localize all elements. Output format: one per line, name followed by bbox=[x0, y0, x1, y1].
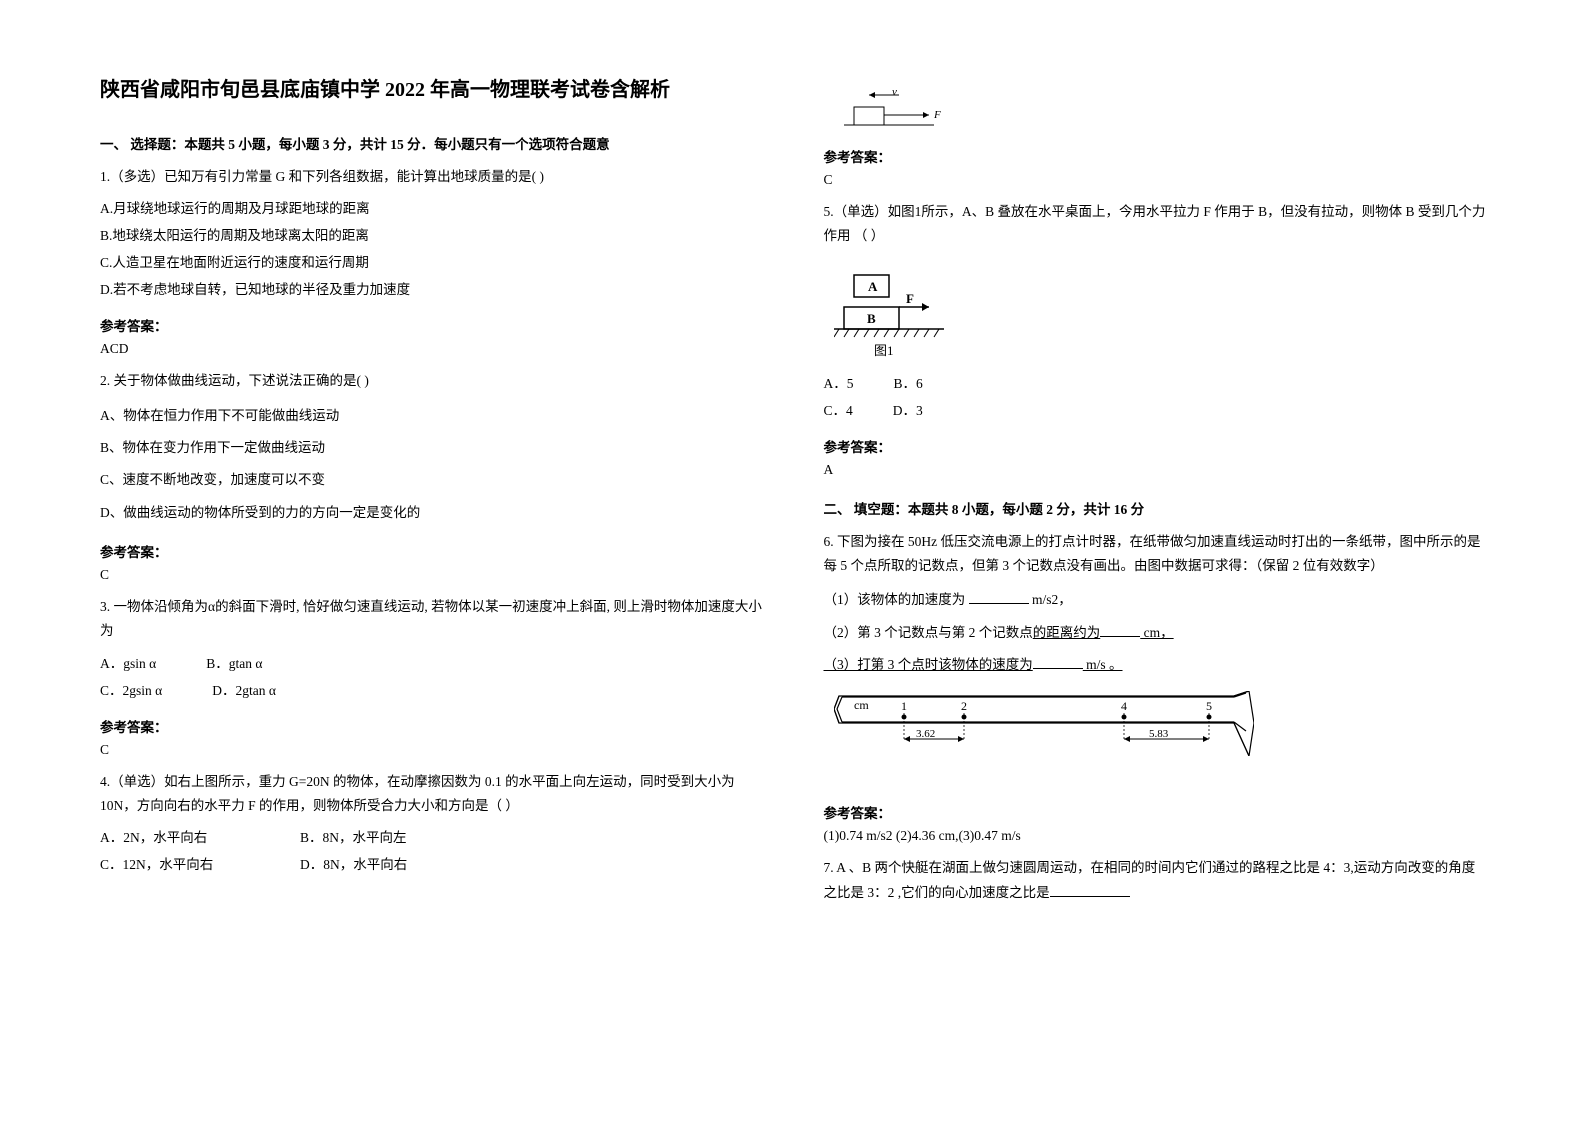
q6-sub2-prefix: （2）第 3 个记数点与第 2 个记数点 bbox=[824, 625, 1033, 640]
q4-v-label: v bbox=[892, 86, 897, 98]
q6-sub3-unit: m/s 。 bbox=[1083, 657, 1123, 672]
question-5-options: A．5 B．6 C．4 D．3 bbox=[824, 370, 1488, 424]
q6-blank-3 bbox=[1033, 655, 1083, 669]
q2-answer-label: 参考答案： bbox=[100, 541, 764, 561]
q6-sub3-prefix: （3）打第 3 个点时该物体的速度为 bbox=[824, 657, 1033, 672]
q5-answer: A bbox=[824, 462, 1488, 478]
q4-diagram: v F bbox=[844, 85, 954, 130]
q5-diagram: A B F 图1 bbox=[834, 265, 954, 360]
section-1-header: 一、 选择题：本题共 5 小题，每小题 3 分，共计 15 分．每小题只有一个选… bbox=[100, 133, 764, 153]
q1-option-d: D.若不考虑地球自转，已知地球的半径及重力加速度 bbox=[100, 276, 764, 303]
q5-option-a: A．5 bbox=[824, 370, 854, 397]
q6-pt2: 2 bbox=[961, 699, 967, 713]
q4-option-c: C．12N，水平向右 bbox=[100, 851, 300, 878]
question-1-stem: 1.（多选）已知万有引力常量 G 和下列各组数据，能计算出地球质量的是( ) bbox=[100, 165, 764, 189]
q1-answer: ACD bbox=[100, 341, 764, 357]
q6-dist12: 3.62 bbox=[916, 728, 935, 740]
q6-pt1: 1 bbox=[901, 699, 907, 713]
q6-diagram: cm 1 2 4 5 3.62 5.83 bbox=[834, 691, 1254, 756]
q1-option-a: A.月球绕地球运行的周期及月球距地球的距离 bbox=[100, 195, 764, 222]
right-column: v F 参考答案： C 5.（单选）如图1所示，A、B 叠放在水平桌面上，今用水… bbox=[824, 75, 1488, 1047]
question-2-options: A、物体在恒力作用下不可能做曲线运动 B、物体在变力作用下一定做曲线运动 C、速… bbox=[100, 400, 764, 530]
q7-stem-text: 7. A 、B 两个快艇在湖面上做匀速圆周运动，在相同的时间内它们通过的路程之比… bbox=[824, 860, 1476, 899]
q7-blank bbox=[1050, 883, 1130, 897]
q3-option-c: C．2gsin α bbox=[100, 677, 162, 704]
q3-answer-label: 参考答案： bbox=[100, 716, 764, 736]
q6-sub2-link: 的距离约为 bbox=[1033, 625, 1101, 640]
q1-option-c: C.人造卫星在地面附近运行的速度和运行周期 bbox=[100, 249, 764, 276]
q2-option-b: B、物体在变力作用下一定做曲线运动 bbox=[100, 432, 764, 464]
q6-answer: (1)0.74 m/s2 (2)4.36 cm,(3)0.47 m/s bbox=[824, 828, 1488, 844]
q5-f-label: F bbox=[906, 291, 914, 306]
q4-f-label: F bbox=[933, 109, 941, 121]
q6-pt5: 5 bbox=[1206, 699, 1212, 713]
question-4-options: A．2N，水平向右 B．8N，水平向左 C．12N，水平向右 D．8N，水平向右 bbox=[100, 824, 764, 878]
q4-option-d: D．8N，水平向右 bbox=[300, 851, 407, 878]
q3-answer: C bbox=[100, 742, 764, 758]
q6-dist45: 5.83 bbox=[1149, 728, 1169, 740]
q3-option-b: B．gtan α bbox=[206, 650, 262, 677]
q6-sub2-unit: cm， bbox=[1140, 625, 1173, 640]
q4-answer-label: 参考答案： bbox=[824, 146, 1488, 166]
question-3-stem: 3. 一物体沿倾角为α的斜面下滑时, 恰好做匀速直线运动, 若物体以某一初速度冲… bbox=[100, 595, 764, 644]
q2-option-c: C、速度不断地改变，加速度可以不变 bbox=[100, 464, 764, 496]
question-3-options: A．gsin α B．gtan α C．2gsin α D．2gtan α bbox=[100, 650, 764, 704]
question-6-stem: 6. 下图为接在 50Hz 低压交流电源上的打点计时器，在纸带做匀加速直线运动时… bbox=[824, 530, 1488, 579]
q2-option-d: D、做曲线运动的物体所受到的力的方向一定是变化的 bbox=[100, 497, 764, 529]
q5-option-d: D．3 bbox=[893, 397, 923, 424]
q6-sub-questions: （1）该物体的加速度为 m/s2， （2）第 3 个记数点与第 2 个记数点的距… bbox=[824, 584, 1488, 681]
q4-answer: C bbox=[824, 172, 1488, 188]
q5-option-b: B．6 bbox=[894, 370, 923, 397]
q6-blank-2 bbox=[1100, 623, 1140, 637]
q5-b-label: B bbox=[867, 311, 876, 326]
exam-title: 陕西省咸阳市旬邑县底庙镇中学 2022 年高一物理联考试卷含解析 bbox=[100, 75, 764, 105]
q6-blank-1 bbox=[969, 590, 1029, 604]
question-1-options: A.月球绕地球运行的周期及月球距地球的距离 B.地球绕太阳运行的周期及地球离太阳… bbox=[100, 195, 764, 303]
question-5-stem: 5.（单选）如图1所示，A、B 叠放在水平桌面上，今用水平拉力 F 作用于 B，… bbox=[824, 200, 1488, 249]
q4-option-b: B．8N，水平向左 bbox=[300, 824, 407, 851]
question-7-stem: 7. A 、B 两个快艇在湖面上做匀速圆周运动，在相同的时间内它们通过的路程之比… bbox=[824, 856, 1488, 905]
q5-a-label: A bbox=[868, 279, 878, 294]
question-2-stem: 2. 关于物体做曲线运动，下述说法正确的是( ) bbox=[100, 369, 764, 393]
q5-caption: 图1 bbox=[874, 343, 894, 358]
q6-sub1-prefix: （1）该物体的加速度为 bbox=[824, 592, 966, 607]
q6-pt4: 4 bbox=[1121, 699, 1127, 713]
q2-option-a: A、物体在恒力作用下不可能做曲线运动 bbox=[100, 400, 764, 432]
q5-answer-label: 参考答案： bbox=[824, 436, 1488, 456]
left-column: 陕西省咸阳市旬邑县底庙镇中学 2022 年高一物理联考试卷含解析 一、 选择题：… bbox=[100, 75, 764, 1047]
q3-option-a: A．gsin α bbox=[100, 650, 156, 677]
section-2-header: 二、 填空题：本题共 8 小题，每小题 2 分，共计 16 分 bbox=[824, 498, 1488, 518]
q2-answer: C bbox=[100, 567, 764, 583]
q6-answer-label: 参考答案： bbox=[824, 802, 1488, 822]
question-4-stem: 4.（单选）如右上图所示，重力 G=20N 的物体，在动摩擦因数为 0.1 的水… bbox=[100, 770, 764, 819]
q6-sub1-unit: m/s2， bbox=[1032, 592, 1072, 607]
q1-option-b: B.地球绕太阳运行的周期及地球离太阳的距离 bbox=[100, 222, 764, 249]
q4-option-a: A．2N，水平向右 bbox=[100, 824, 300, 851]
q5-option-c: C．4 bbox=[824, 397, 853, 424]
q3-option-d: D．2gtan α bbox=[212, 677, 276, 704]
q6-cm-label: cm bbox=[854, 698, 869, 712]
q1-answer-label: 参考答案： bbox=[100, 315, 764, 335]
